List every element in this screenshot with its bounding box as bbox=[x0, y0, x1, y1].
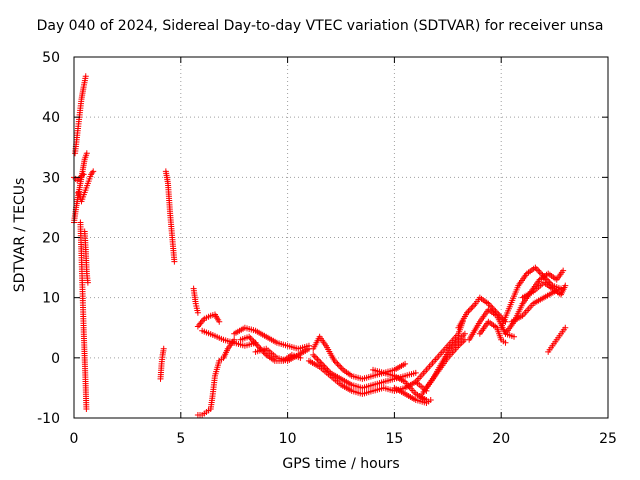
data-point bbox=[468, 305, 475, 312]
data-point bbox=[84, 279, 91, 286]
data-point bbox=[533, 266, 540, 273]
data-point bbox=[488, 303, 495, 310]
data-point bbox=[80, 171, 87, 178]
data-point bbox=[511, 333, 518, 340]
data-point bbox=[562, 282, 569, 289]
data-point bbox=[90, 168, 97, 175]
data-point bbox=[502, 339, 509, 346]
chart-title: Day 040 of 2024, Sidereal Day-to-day VTE… bbox=[36, 18, 604, 34]
data-point bbox=[194, 309, 201, 316]
x-tick-label: 5 bbox=[176, 431, 185, 447]
data-point bbox=[247, 335, 254, 342]
data-point bbox=[461, 330, 468, 337]
data-point bbox=[334, 360, 341, 367]
x-tick-label: 25 bbox=[599, 431, 617, 447]
x-tick-label: 0 bbox=[70, 431, 79, 447]
data-point bbox=[216, 318, 223, 325]
data-point bbox=[338, 365, 345, 372]
y-tick-label: 20 bbox=[42, 231, 60, 247]
data-point bbox=[314, 356, 321, 363]
data-point bbox=[560, 267, 567, 274]
data-point bbox=[171, 258, 178, 265]
x-axis-label: GPS time / hours bbox=[282, 456, 400, 472]
x-ticks: 0 5 10 15 20 25 bbox=[70, 57, 617, 447]
data-point bbox=[251, 339, 258, 346]
x-tick-label: 20 bbox=[492, 431, 510, 447]
y-tick-label: 40 bbox=[42, 110, 60, 126]
data-point bbox=[313, 354, 320, 361]
data-point bbox=[337, 363, 344, 370]
data-point bbox=[83, 150, 90, 157]
data-point bbox=[311, 353, 318, 360]
x-tick-label: 15 bbox=[385, 431, 403, 447]
y-ticks: -10 0 10 20 30 40 50 bbox=[37, 50, 608, 427]
data-point bbox=[471, 302, 478, 309]
data-point bbox=[536, 269, 543, 276]
data-point bbox=[402, 360, 409, 367]
y-tick-label: 0 bbox=[51, 351, 60, 367]
data-point bbox=[466, 306, 473, 313]
data-point bbox=[412, 369, 419, 376]
data-point bbox=[315, 357, 322, 364]
y-tick-label: 50 bbox=[42, 50, 60, 66]
data-point bbox=[469, 303, 476, 310]
data-point bbox=[562, 324, 569, 331]
data-point bbox=[427, 396, 434, 403]
data-point bbox=[82, 73, 89, 80]
y-tick-label: -10 bbox=[37, 411, 60, 427]
grid bbox=[74, 57, 608, 418]
data-points bbox=[71, 73, 569, 418]
data-point bbox=[160, 345, 167, 352]
data-point bbox=[253, 341, 260, 348]
data-point bbox=[335, 362, 342, 369]
data-point bbox=[310, 351, 317, 358]
y-tick-label: 10 bbox=[42, 291, 60, 307]
data-point bbox=[486, 302, 493, 309]
x-tick-label: 10 bbox=[279, 431, 297, 447]
y-tick-label: 30 bbox=[42, 170, 60, 186]
data-point bbox=[261, 350, 268, 357]
data-point bbox=[83, 405, 90, 412]
